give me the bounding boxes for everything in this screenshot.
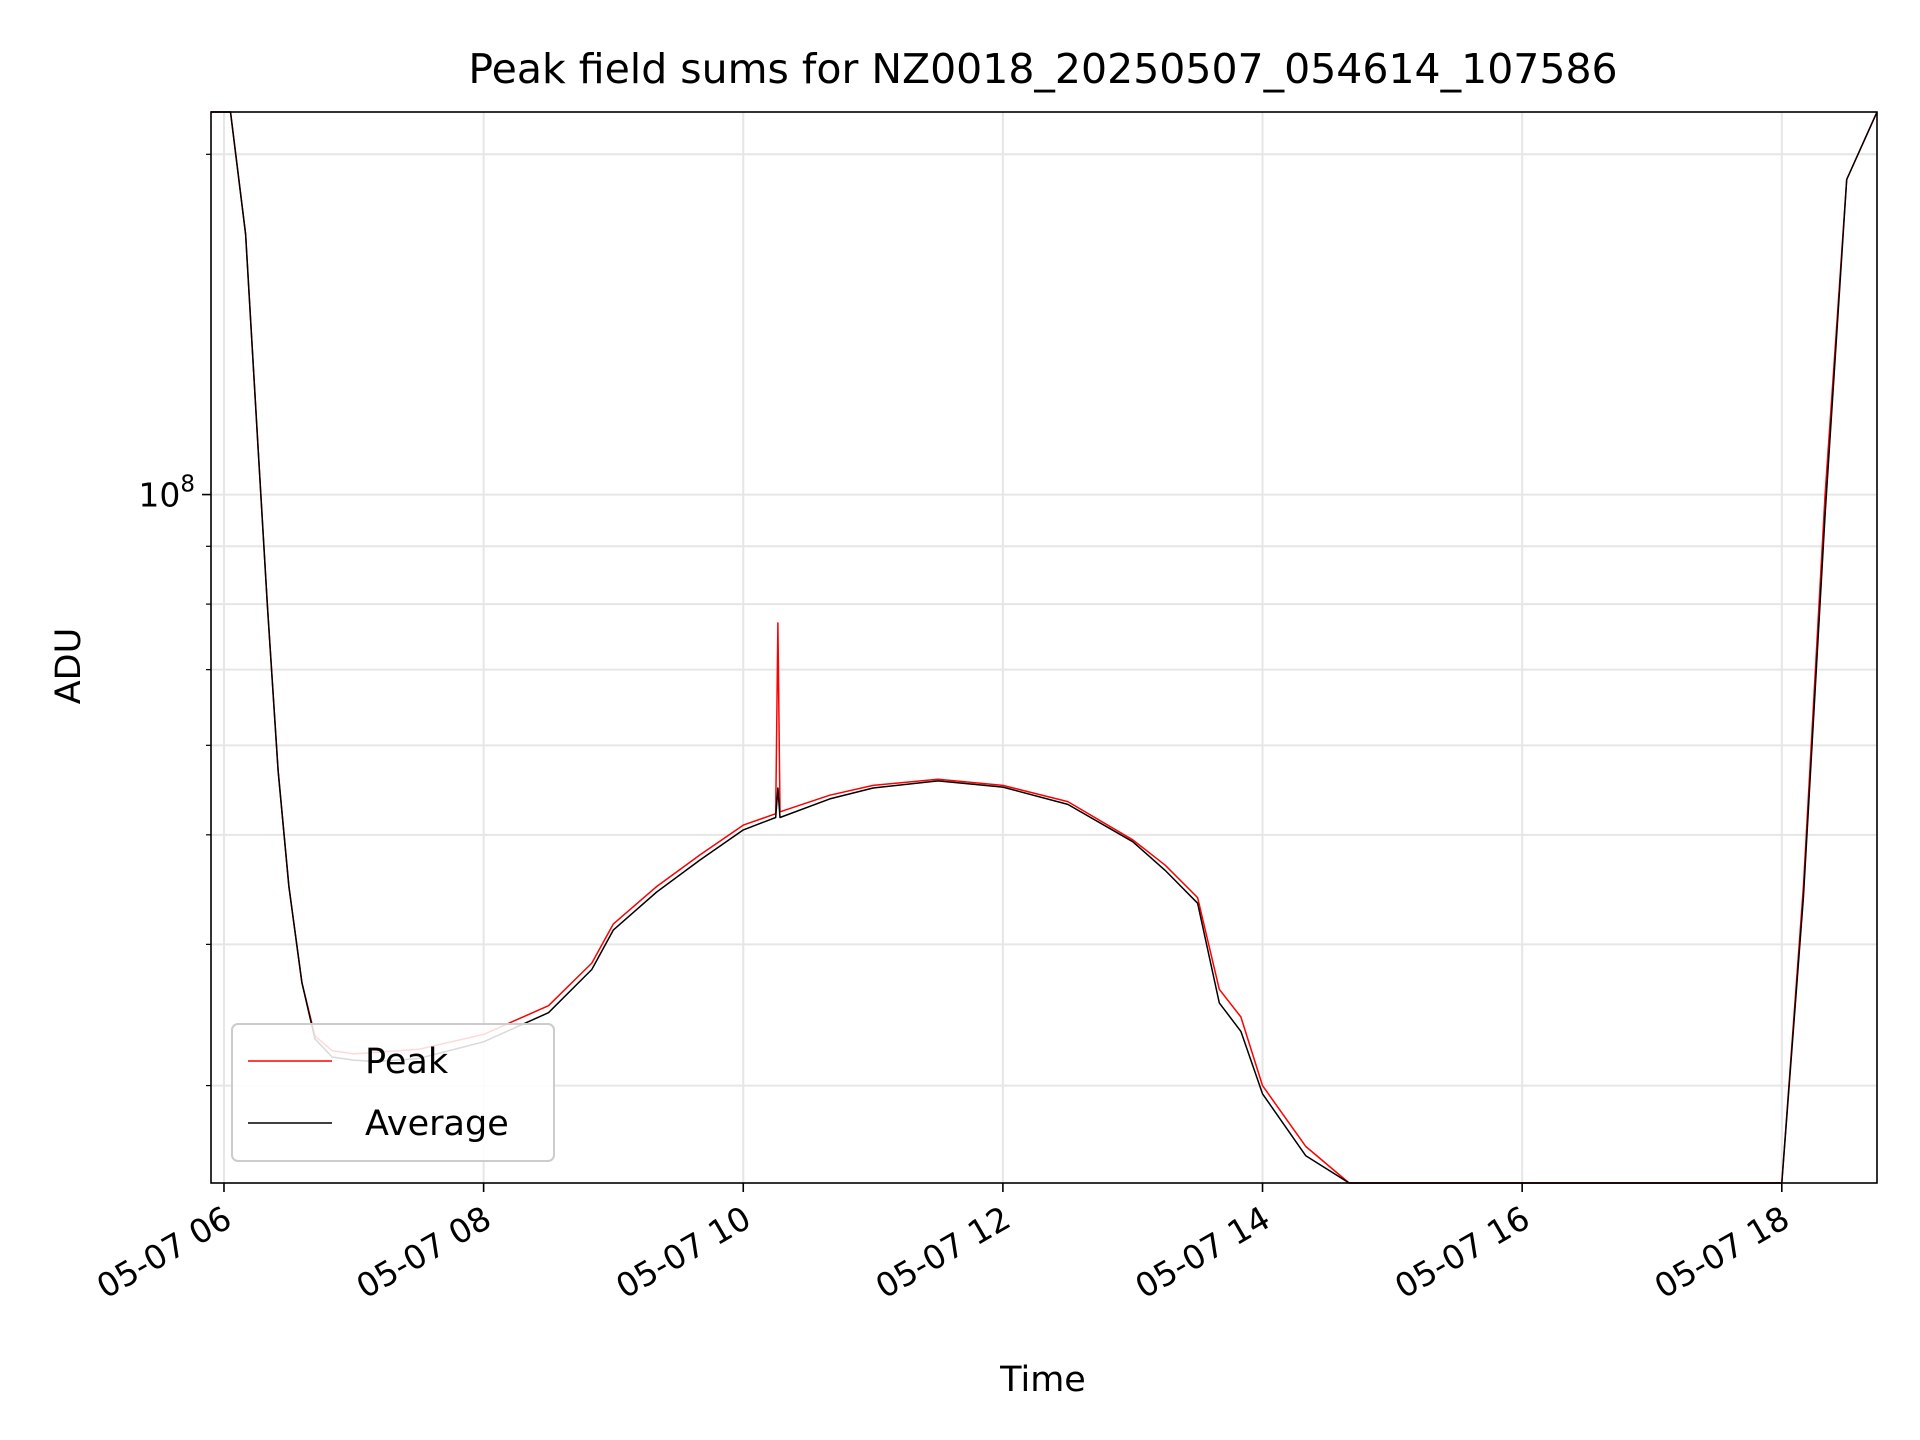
- legend: Peak Average: [231, 1023, 555, 1162]
- y-axis-label: ADU: [49, 628, 89, 705]
- y-axis: 108: [138, 153, 211, 1087]
- y-tick-label: 108: [138, 472, 195, 515]
- legend-label-average: Average: [365, 1104, 509, 1144]
- legend-label-peak: Peak: [365, 1042, 449, 1082]
- plot-frame: [210, 111, 1878, 1184]
- x-axis-label: Time: [999, 1360, 1086, 1400]
- chart-title: Peak field sums for NZ0018_20250507_0546…: [468, 45, 1617, 93]
- legend-box: [231, 1023, 555, 1162]
